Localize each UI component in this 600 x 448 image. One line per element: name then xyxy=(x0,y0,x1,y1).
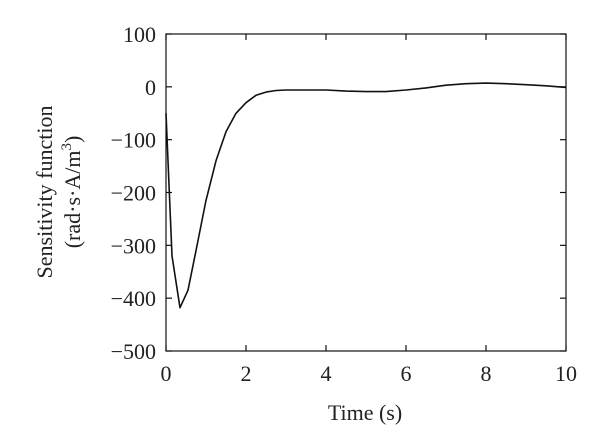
y-axis-unit-prefix: (rad·s·A/m xyxy=(60,151,85,249)
y-tick-label: −400 xyxy=(111,286,156,311)
series-line xyxy=(165,82,567,309)
y-axis-unit-superscript: 3 xyxy=(59,143,75,151)
y-tick-label: −100 xyxy=(111,128,156,153)
x-axis-label: Time (s) xyxy=(328,400,402,425)
y-axis-label-line1: Sensitivity function xyxy=(32,106,57,279)
series-group xyxy=(165,82,567,309)
y-tick-label: 100 xyxy=(123,22,156,47)
x-tick-label: 4 xyxy=(321,361,332,386)
y-tick-label: 0 xyxy=(145,75,156,100)
y-axis-ticks: 100 0 −100 −200 −300 −400 −500 xyxy=(111,22,566,364)
y-tick-label: −200 xyxy=(111,181,156,206)
x-tick-label: 10 xyxy=(555,361,577,386)
x-axis-ticks: 0 2 4 6 8 10 xyxy=(161,34,577,386)
y-tick-label: −300 xyxy=(111,233,156,258)
x-tick-label: 2 xyxy=(241,361,252,386)
x-tick-label: 8 xyxy=(481,361,492,386)
x-tick-label: 0 xyxy=(161,361,172,386)
y-axis-label-line2: (rad·s·A/m3) xyxy=(59,136,85,249)
x-tick-label: 6 xyxy=(401,361,412,386)
y-tick-label: −500 xyxy=(111,339,156,364)
plot-frame xyxy=(165,33,567,352)
y-axis-label: Sensitivity function (rad·s·A/m3) xyxy=(32,106,85,279)
y-axis-unit-suffix: ) xyxy=(60,136,85,143)
